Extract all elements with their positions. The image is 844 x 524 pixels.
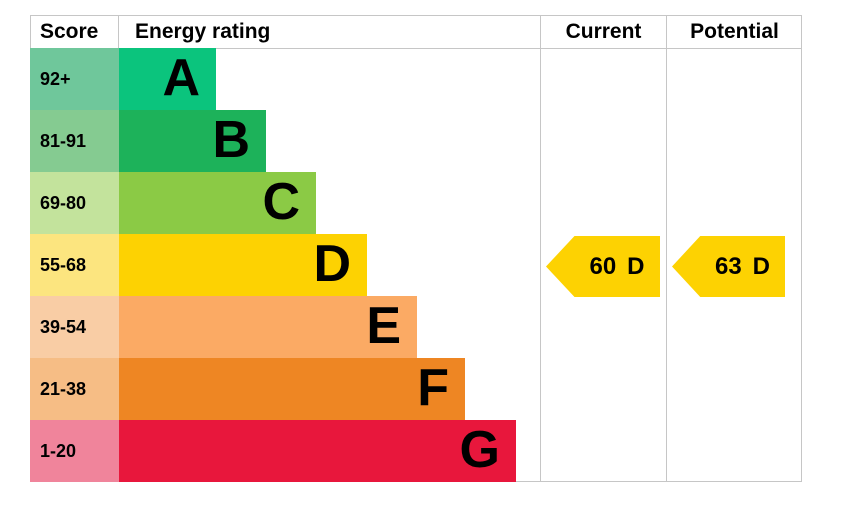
band-score-cell: 69-80	[30, 172, 119, 234]
band-bar: B	[119, 110, 266, 172]
band-score-cell: 92+	[30, 48, 119, 110]
band-row-c: 69-80 C	[30, 172, 540, 234]
score-column-divider	[118, 15, 119, 48]
band-letter: E	[366, 297, 401, 355]
band-score-range: 21-38	[40, 379, 87, 399]
band-letter: F	[417, 359, 449, 417]
band-score-range: 81-91	[40, 131, 87, 151]
header-energy-rating: Energy rating	[135, 20, 271, 43]
band-bar: E	[119, 296, 417, 358]
header-potential: Potential	[690, 20, 779, 43]
potential-column-divider	[666, 15, 667, 482]
header-current: Current	[565, 20, 642, 43]
band-score-range: 1-20	[40, 441, 77, 461]
band-row-f: 21-38 F	[30, 358, 540, 420]
header-score: Score	[40, 20, 99, 43]
band-score-cell: 81-91	[30, 110, 119, 172]
band-letter: B	[212, 111, 250, 169]
current-rating-letter: D	[627, 252, 645, 280]
band-bar: C	[119, 172, 316, 234]
current-rating-value: 60	[589, 252, 617, 280]
band-letter: C	[262, 173, 300, 231]
band-score-range: 39-54	[40, 317, 87, 337]
band-score-cell: 1-20	[30, 420, 119, 482]
band-bar: D	[119, 234, 367, 296]
band-row-b: 81-91 B	[30, 110, 540, 172]
band-bar: G	[119, 420, 516, 482]
band-letter: G	[459, 421, 500, 479]
band-score-cell: 21-38	[30, 358, 119, 420]
current-column-divider	[540, 15, 541, 482]
header-divider	[30, 48, 802, 49]
band-score-range: 92+	[40, 69, 71, 89]
band-letter: A	[162, 49, 200, 107]
band-score-cell: 39-54	[30, 296, 119, 358]
band-row-e: 39-54 E	[30, 296, 540, 358]
band-bar: F	[119, 358, 465, 420]
band-row-a: 92+ A	[30, 48, 540, 110]
band-score-range: 69-80	[40, 193, 87, 213]
band-row-d: 55-68 D	[30, 234, 540, 296]
band-row-g: 1-20 G	[30, 420, 540, 482]
potential-rating-value: 63	[714, 252, 742, 280]
band-letter: D	[313, 235, 351, 293]
band-score-range: 55-68	[40, 255, 87, 275]
band-bar: A	[119, 48, 216, 110]
potential-rating-letter: D	[752, 252, 771, 280]
band-score-cell: 55-68	[30, 234, 119, 296]
